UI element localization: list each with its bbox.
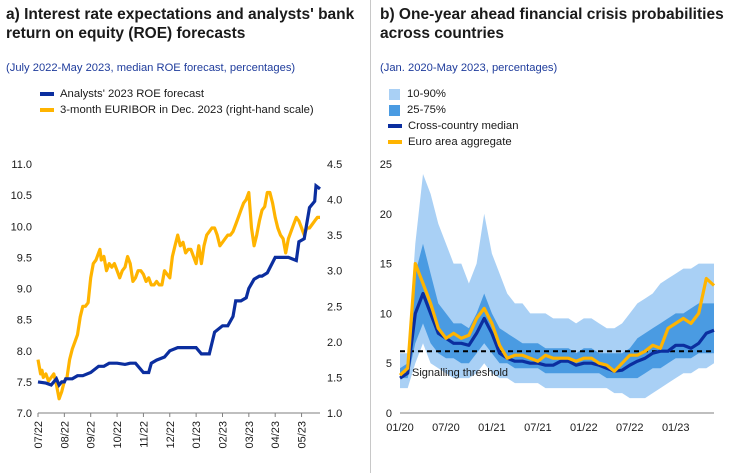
panel-b-legend: 10-90% 25-75% Cross-country median Euro … <box>388 86 519 150</box>
x-tick-label: 01/21 <box>478 422 506 434</box>
y-tick-label: 0 <box>386 408 392 420</box>
legend-swatch-band-10-90 <box>389 88 400 100</box>
y-right-tick-label: 1.0 <box>327 408 342 420</box>
y-right-tick-label: 1.5 <box>327 372 342 384</box>
legend-item-median: Cross-country median <box>388 118 519 134</box>
y-tick-label: 5 <box>386 358 392 370</box>
x-tick-label: 08/22 <box>59 421 71 449</box>
y-left-tick-label: 10.0 <box>11 221 32 233</box>
y-right-tick-label: 2.5 <box>327 301 342 313</box>
y-right-tick-label: 2.0 <box>327 337 342 349</box>
legend-swatch-euribor <box>40 108 54 112</box>
legend-item-band-25-75: 25-75% <box>388 102 519 118</box>
panel-b: b) One-year ahead financial crisis proba… <box>374 0 744 473</box>
legend-item-band-10-90: 10-90% <box>388 86 519 102</box>
x-tick-label: 09/22 <box>86 421 98 449</box>
y-right-tick-label: 3.5 <box>327 230 342 242</box>
legend-label-roe: Analysts' 2023 ROE forecast <box>60 88 205 100</box>
panel-a: a) Interest rate expectations and analys… <box>0 0 370 473</box>
y-right-tick-label: 4.0 <box>327 195 342 207</box>
x-tick-label: 07/22 <box>33 421 45 449</box>
x-tick-label: 04/23 <box>270 421 282 449</box>
y-tick-label: 15 <box>380 259 392 271</box>
series-line-roe-forecast <box>37 182 321 389</box>
y-tick-label: 20 <box>380 209 392 221</box>
y-left-tick-label: 7.0 <box>17 408 32 420</box>
y-left-tick-label: 8.0 <box>17 346 32 358</box>
panel-a-subtitle: (July 2022-May 2023, median ROE forecast… <box>6 62 296 74</box>
y-left-tick-label: 11.0 <box>11 159 32 171</box>
panel-b-subtitle: (Jan. 2020-May 2023, percentages) <box>380 62 558 74</box>
legend-label-band-10-90: 10-90% <box>407 88 446 100</box>
panel-a-title: a) Interest rate expectations and analys… <box>6 6 355 42</box>
x-tick-label: 01/23 <box>662 422 690 434</box>
y-left-tick-label: 7.5 <box>17 377 32 389</box>
y-left-tick-label: 9.0 <box>17 284 32 296</box>
legend-label-euribor: 3-month EURIBOR in Dec. 2023 (right-hand… <box>60 104 314 116</box>
legend-label-median: Cross-country median <box>408 120 519 132</box>
legend-item-euro-area: Euro area aggregate <box>388 134 519 150</box>
x-tick-label: 11/22 <box>138 421 150 448</box>
panel-a-legend: Analysts' 2023 ROE forecast 3-month EURI… <box>40 86 314 118</box>
series-line-cross-country-median <box>399 291 715 380</box>
x-tick-label: 01/22 <box>570 422 598 434</box>
signalling-threshold-label: Signalling threshold <box>412 367 508 379</box>
x-tick-label: 01/20 <box>386 422 414 434</box>
legend-item-euribor: 3-month EURIBOR in Dec. 2023 (right-hand… <box>40 102 314 118</box>
x-tick-label: 02/23 <box>217 421 229 449</box>
x-tick-label: 03/23 <box>244 421 256 449</box>
legend-swatch-euro-area <box>388 140 402 144</box>
x-tick-label: 07/22 <box>616 422 644 434</box>
x-tick-label: 07/21 <box>524 422 552 434</box>
series-line-euribor <box>36 190 320 401</box>
chart-b: 0 5 10 15 20 25 01/20 07/20 01/21 07/21 01/22 07/22… <box>380 159 716 434</box>
band-25-75 <box>400 243 714 379</box>
legend-swatch-band-25-75 <box>389 104 400 116</box>
legend-swatch-median <box>388 124 402 128</box>
y-right-tick-label: 4.5 <box>327 159 342 171</box>
chart-a: 7.0 7.5 8.0 8.5 9.0 9.5 10.0 10.5 11.0 1.0 1.5 2.0 2… <box>11 159 343 449</box>
legend-label-euro-area: Euro area aggregate <box>408 136 512 148</box>
y-tick-label: 10 <box>380 308 392 320</box>
legend-swatch-roe <box>40 92 54 96</box>
x-tick-label: 07/20 <box>432 422 460 434</box>
y-right-tick-label: 3.0 <box>327 266 342 278</box>
x-tick-label: 05/23 <box>297 421 309 449</box>
legend-item-roe: Analysts' 2023 ROE forecast <box>40 86 314 102</box>
y-tick-label: 25 <box>380 159 392 171</box>
y-left-tick-label: 10.5 <box>11 190 32 202</box>
x-tick-label: 10/22 <box>112 421 124 449</box>
x-tick-label: 01/23 <box>191 421 203 449</box>
x-tick-label: 12/22 <box>165 421 177 449</box>
y-left-tick-label: 8.5 <box>17 315 32 327</box>
panel-b-title: b) One-year ahead financial crisis proba… <box>380 6 724 42</box>
panel-divider <box>370 0 371 473</box>
y-left-tick-label: 9.5 <box>17 252 32 264</box>
series-line-euro-area-aggregate <box>398 262 716 377</box>
legend-label-band-25-75: 25-75% <box>407 104 446 116</box>
